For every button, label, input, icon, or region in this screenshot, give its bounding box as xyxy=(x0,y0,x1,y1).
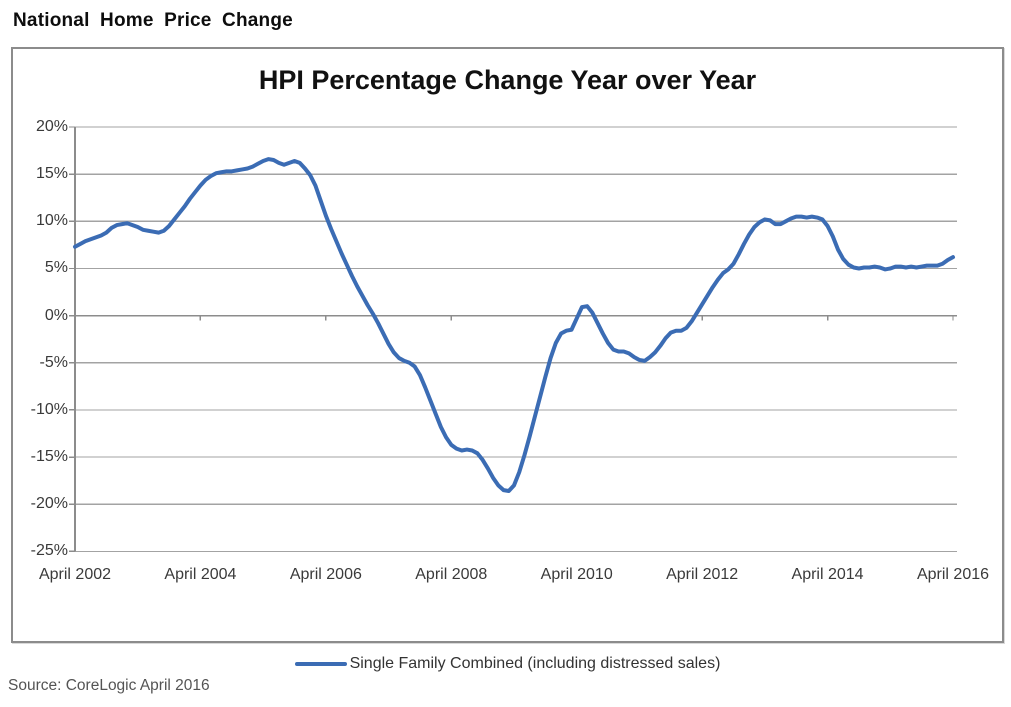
y-tick-label: -10% xyxy=(30,400,68,418)
y-tick-label: -20% xyxy=(30,495,68,513)
chart: HPI Percentage Change Year over Year Sin… xyxy=(11,47,1004,672)
x-tick-label: April 2004 xyxy=(164,566,237,583)
x-tick-label: April 2008 xyxy=(415,566,488,583)
y-tick-label: -5% xyxy=(39,353,68,371)
y-tick-label: 20% xyxy=(35,118,68,135)
x-tick-label: April 2002 xyxy=(38,566,112,583)
x-tick-label: April 2014 xyxy=(791,566,864,583)
y-tick-label: 10% xyxy=(35,212,68,230)
y-tick-label: -25% xyxy=(30,542,68,560)
x-tick-label: April 2006 xyxy=(289,566,362,583)
y-tick-label: 0% xyxy=(44,306,68,324)
y-tick-label: 15% xyxy=(35,165,68,183)
y-tick-label: -15% xyxy=(30,448,68,466)
page-title: National Home Price Change xyxy=(13,10,293,31)
x-tick-label: April 2012 xyxy=(666,566,739,583)
source-note: Source: CoreLogic April 2016 xyxy=(8,677,210,694)
legend: Single Family Combined (including distre… xyxy=(13,652,1002,676)
legend-label: Single Family Combined (including distre… xyxy=(349,655,721,672)
x-tick-label: April 2010 xyxy=(540,566,613,583)
legend-line-sample xyxy=(294,662,347,666)
chart-title: HPI Percentage Change Year over Year xyxy=(258,65,757,95)
x-tick-label: April 2016 xyxy=(916,566,990,583)
y-tick-label: 5% xyxy=(44,259,68,277)
